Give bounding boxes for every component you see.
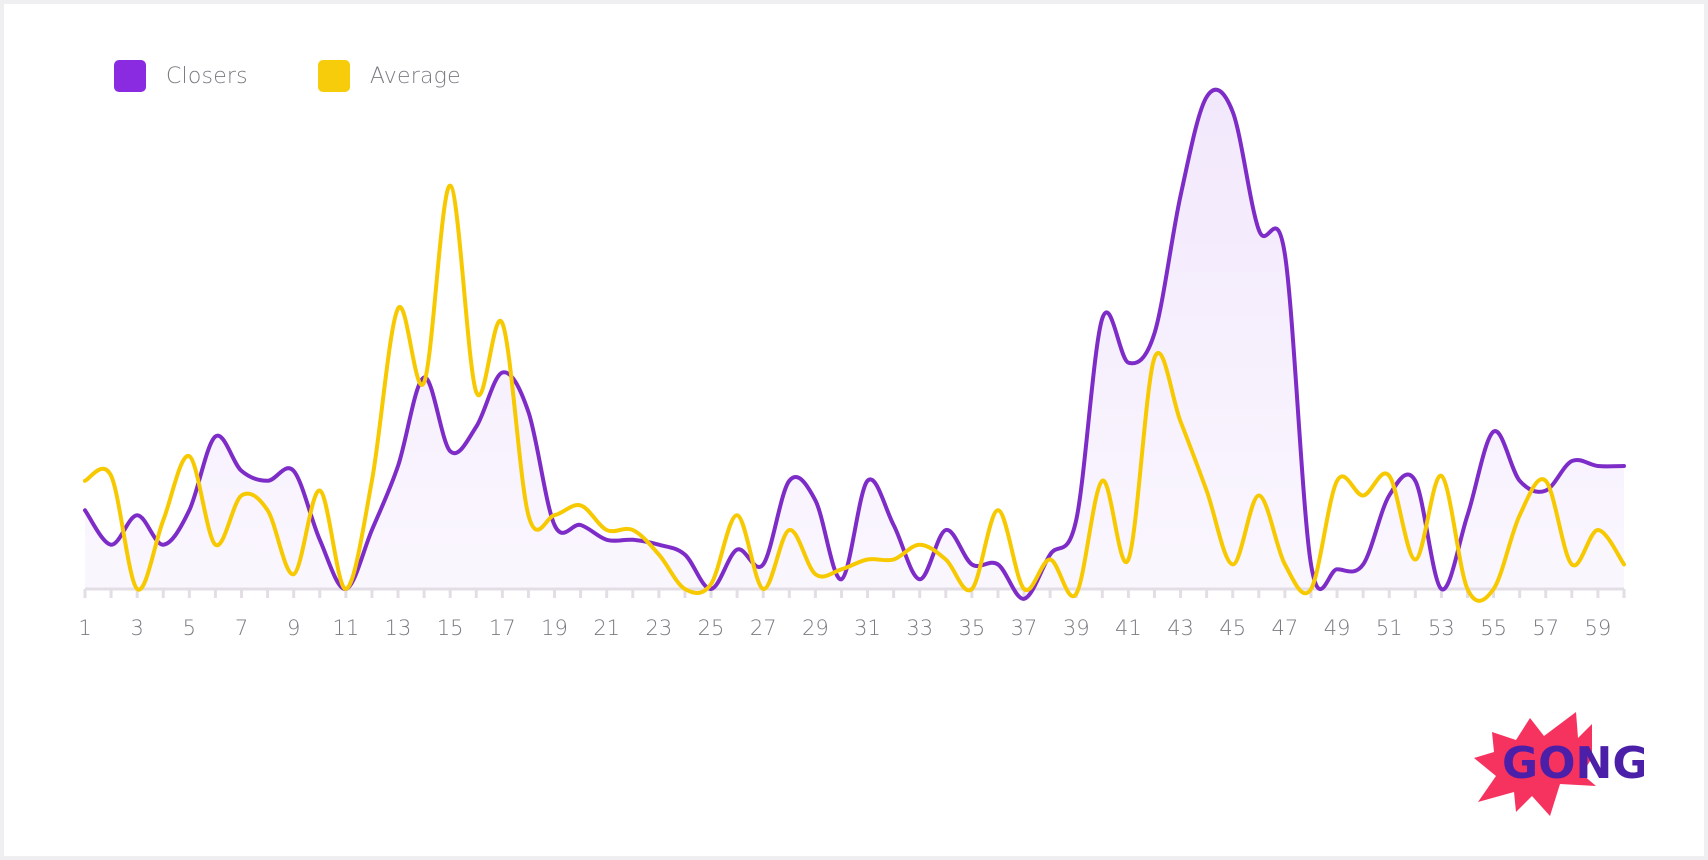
x-tick-label: 9 (287, 616, 300, 640)
x-tick-label: 45 (1219, 616, 1246, 640)
gong-logo: GONG (1474, 712, 1644, 816)
series-line-average (83, 183, 1626, 603)
x-tick-label: 31 (854, 616, 881, 640)
x-tick-label: 25 (698, 616, 725, 640)
x-tick-label: 19 (541, 616, 568, 640)
x-tick-label: 55 (1480, 616, 1507, 640)
series-area-closers (85, 89, 1624, 599)
x-tick-label: 21 (593, 616, 620, 640)
x-tick-label: 27 (750, 616, 777, 640)
chart-card (4, 4, 1704, 856)
x-tick-label: 33 (906, 616, 933, 640)
legend-item-closers[interactable]: Closers (114, 60, 248, 92)
x-tick-label: 57 (1532, 616, 1559, 640)
legend-label-average: Average (369, 63, 461, 89)
x-tick-label: 23 (645, 616, 672, 640)
legend-label-closers: Closers (166, 63, 248, 89)
x-tick-label: 13 (385, 616, 412, 640)
legend-swatch-closers (114, 60, 146, 92)
x-tick-label: 15 (437, 616, 464, 640)
x-tick-label: 17 (489, 616, 516, 640)
logo-text: GONG (1502, 738, 1644, 789)
series-line-closers (83, 87, 1626, 601)
x-tick-label: 35 (959, 616, 986, 640)
x-tick-label: 43 (1167, 616, 1194, 640)
x-tick-label: 37 (1011, 616, 1038, 640)
legend-swatch-average (317, 60, 350, 92)
logo-burst-shape (1474, 712, 1596, 816)
x-tick-label: 39 (1063, 616, 1090, 640)
chart-legend: Closers Average (114, 60, 461, 92)
x-tick-label: 29 (802, 616, 829, 640)
x-tick-label: 11 (332, 616, 359, 640)
x-tick-label: 3 (130, 616, 143, 640)
x-tick-label: 51 (1376, 616, 1403, 640)
x-tick-label: 7 (235, 616, 248, 640)
x-tick-label: 47 (1272, 616, 1299, 640)
x-tick-label: 1 (78, 616, 91, 640)
x-tick-label: 53 (1428, 616, 1455, 640)
x-tick-label: 5 (183, 616, 196, 640)
x-tick-label: 41 (1115, 616, 1142, 640)
legend-item-average[interactable]: Average (317, 60, 461, 92)
x-tick-label: 59 (1585, 616, 1612, 640)
x-tick-label: 49 (1324, 616, 1351, 640)
